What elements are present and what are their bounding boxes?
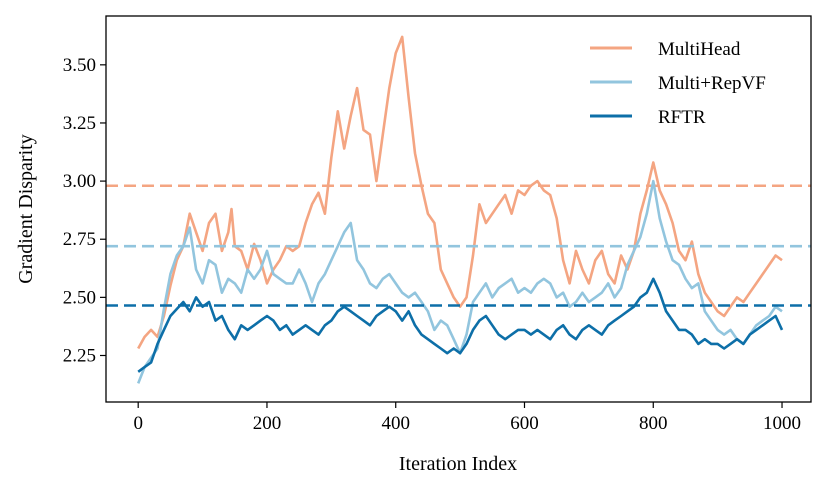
x-tick-label: 800 — [639, 413, 668, 434]
x-tick-label: 0 — [133, 413, 143, 434]
legend-label-1: Multi+RepVF — [658, 73, 766, 94]
plot-area — [106, 35, 811, 384]
y-tick-label: 3.50 — [63, 55, 96, 76]
x-tick-label: 400 — [381, 413, 410, 434]
series-line-2 — [137, 277, 784, 373]
y-tick-label: 2.25 — [63, 345, 96, 366]
legend-label-0: MultiHead — [658, 39, 741, 60]
x-axis-label: Iteration Index — [399, 453, 517, 475]
y-tick-label: 2.50 — [63, 287, 96, 308]
y-axis-label: Gradient Disparity — [15, 134, 37, 283]
x-tick-label: 200 — [253, 413, 282, 434]
x-tick-label: 1000 — [763, 413, 801, 434]
legend: MultiHead Multi+RepVF RFTR — [590, 39, 766, 128]
y-tick-label: 2.75 — [63, 229, 96, 250]
legend-label-2: RFTR — [658, 107, 706, 128]
series-line-0 — [137, 35, 783, 350]
x-axis: 0 200 400 600 800 1000 — [133, 402, 801, 434]
y-axis: 2.25 2.50 2.75 3.00 3.25 3.50 — [63, 55, 106, 366]
axes-frame — [105, 15, 812, 403]
y-tick-label: 3.25 — [63, 113, 96, 134]
y-tick-label: 3.00 — [63, 171, 96, 192]
x-tick-label: 600 — [510, 413, 539, 434]
